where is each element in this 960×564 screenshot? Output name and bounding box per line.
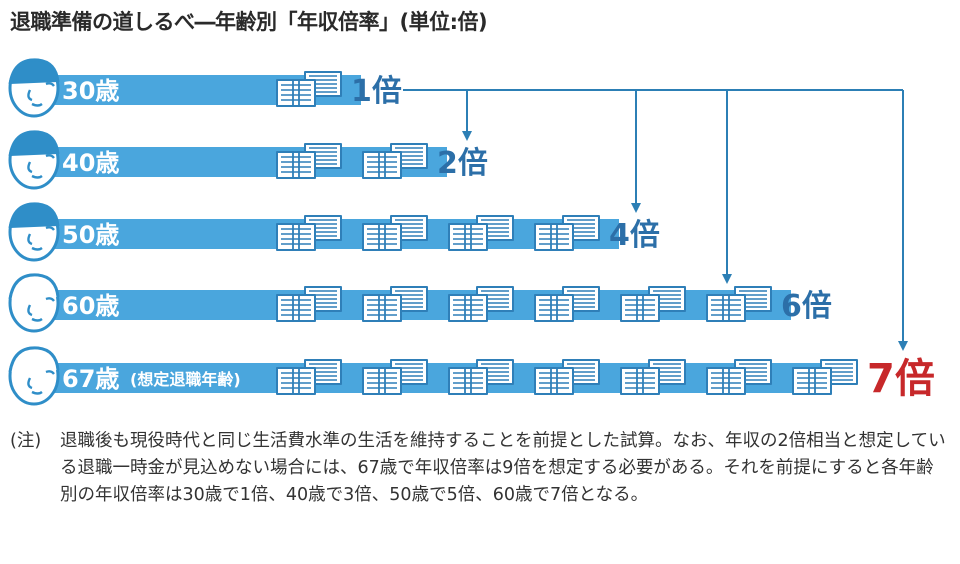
face-icon [8,58,60,118]
footnote: (注) 退職後も現役時代と同じ生活費水準の生活を維持することを前提とした試算。な… [10,428,950,505]
multiple-label: 1倍 [351,74,402,109]
multiple-label: 4倍 [609,218,660,253]
face-icon [8,346,60,406]
multiple-label: 7倍 [867,356,935,402]
face-icon [8,130,60,190]
multiple-label: 6倍 [781,289,832,324]
footnote-prefix: (注) [10,431,42,451]
age-bar [40,363,830,393]
face-icon [8,202,60,262]
age-label: 50歳 [62,221,119,249]
age-label: 30歳 [62,77,119,105]
age-label: 60歳 [62,292,119,320]
age-label: 40歳 [62,149,119,177]
footnote-text: 退職後も現役時代と同じ生活費水準の生活を維持することを前提とした試算。なお、年収… [60,431,946,505]
face-icon [8,273,60,333]
chart-title: 退職準備の道しるべ―年齢別「年収倍率」(単位:倍) [10,10,488,34]
age-sublabel: (想定退職年齢) [130,370,241,389]
multiple-label: 2倍 [437,146,488,181]
age-label: 67歳 [62,365,119,393]
chart-area: 30歳 1倍 40歳 2倍 50歳 4倍 60歳 6倍 67歳 (想定退職年齢) 7倍 [8,58,935,406]
